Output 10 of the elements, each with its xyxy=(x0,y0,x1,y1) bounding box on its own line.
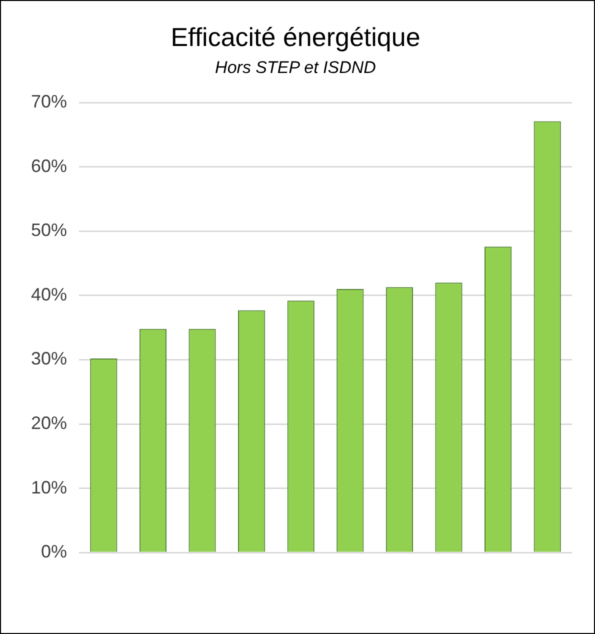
y-tick-label: 70% xyxy=(30,92,68,112)
y-tick-label: 60% xyxy=(30,156,68,176)
y-tick-label: 20% xyxy=(30,412,68,433)
y-tick-label: 50% xyxy=(30,220,68,240)
y-tick-label: 10% xyxy=(30,477,68,498)
y-tick-label: 40% xyxy=(30,284,68,304)
y-tick-label: 0% xyxy=(41,542,68,562)
chart-title: Efficacité énergétique xyxy=(170,22,420,52)
y-tick-label: 30% xyxy=(30,348,68,369)
chart-subtitle: Hors STEP et ISDND xyxy=(215,58,376,78)
